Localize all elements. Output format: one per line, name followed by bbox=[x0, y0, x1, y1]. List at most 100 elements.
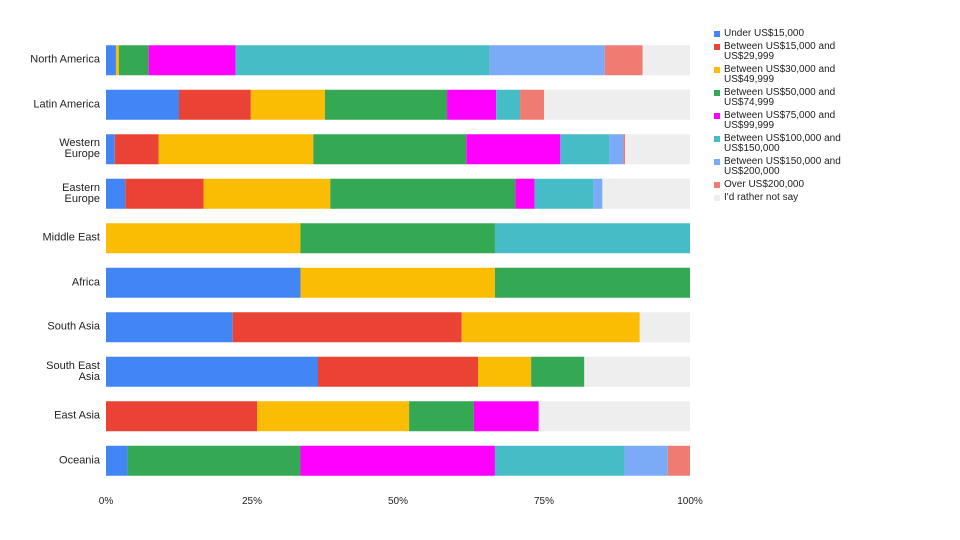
legend-label: Under US$15,000 bbox=[724, 28, 805, 39]
legend-swatch bbox=[714, 44, 720, 50]
bar-segment bbox=[560, 134, 610, 165]
bar-segment bbox=[461, 312, 640, 343]
legend-label: I'd rather not say bbox=[724, 192, 799, 203]
bar-segment bbox=[106, 401, 258, 432]
legend-item: Between US$50,000 and US$74,999 bbox=[714, 88, 844, 108]
bar-segment bbox=[125, 178, 204, 209]
legend-item: Between US$30,000 and US$49,999 bbox=[714, 65, 844, 85]
bar-segment bbox=[466, 134, 561, 165]
legend-item: Under US$15,000 bbox=[714, 29, 844, 39]
bar-segment bbox=[313, 134, 467, 165]
bar-segment bbox=[478, 356, 532, 387]
bar-segment bbox=[667, 445, 690, 476]
bar-segment bbox=[203, 178, 331, 209]
bar-segment bbox=[127, 445, 301, 476]
x-tick-label: 75% bbox=[533, 496, 555, 507]
bar-segment bbox=[496, 89, 521, 120]
legend: Under US$15,000 Between US$15,000 and US$… bbox=[714, 29, 844, 206]
legend-label: Between US$100,000 and US$150,000 bbox=[724, 133, 841, 154]
bar-segment bbox=[409, 401, 474, 432]
legend-item: Over US$200,000 bbox=[714, 180, 844, 190]
bar-segment bbox=[609, 134, 624, 165]
bar-segment bbox=[639, 312, 690, 343]
bar-segment bbox=[106, 356, 318, 387]
legend-item: Between US$15,000 and US$29,999 bbox=[714, 42, 844, 62]
category-label: North America bbox=[30, 53, 100, 66]
bar-segment bbox=[623, 134, 626, 165]
legend-item: Between US$75,000 and US$99,999 bbox=[714, 111, 844, 131]
legend-swatch bbox=[714, 182, 720, 188]
category-label: East Asia bbox=[54, 409, 100, 422]
bar-segment bbox=[584, 356, 690, 387]
bar-segment bbox=[520, 89, 544, 120]
legend-swatch bbox=[714, 113, 720, 119]
bar-segment bbox=[300, 223, 495, 254]
bar-segment bbox=[604, 45, 643, 76]
bar-segment bbox=[257, 401, 410, 432]
legend-label: Between US$50,000 and US$74,999 bbox=[724, 87, 836, 108]
bar-segment bbox=[106, 134, 115, 165]
bar-segment bbox=[473, 401, 539, 432]
bar-segment bbox=[148, 45, 236, 76]
bar-segment bbox=[118, 45, 149, 76]
legend-label: Between US$75,000 and US$99,999 bbox=[724, 110, 836, 131]
bar-segment bbox=[106, 445, 128, 476]
bar-segment bbox=[624, 445, 668, 476]
bar-segment bbox=[115, 45, 119, 76]
category-label: Western Europe bbox=[59, 137, 100, 161]
bar-segment bbox=[250, 89, 325, 120]
category-label: Africa bbox=[71, 276, 100, 289]
bar-segment bbox=[325, 89, 448, 120]
bar-segment bbox=[158, 134, 314, 165]
category-label: Middle East bbox=[42, 231, 100, 244]
bar-segment bbox=[106, 223, 301, 254]
category-label: Latin America bbox=[33, 98, 100, 111]
bar-segment bbox=[232, 312, 462, 343]
legend-swatch bbox=[714, 90, 720, 96]
bar-segment bbox=[114, 134, 159, 165]
x-tick-label: 100% bbox=[677, 496, 703, 507]
bar-segment bbox=[602, 178, 690, 209]
legend-item: I'd rather not say bbox=[714, 193, 844, 203]
bar-segment bbox=[235, 45, 490, 76]
bar-segment bbox=[447, 89, 497, 120]
bar-segment bbox=[515, 178, 535, 209]
x-tick-label: 0% bbox=[98, 496, 114, 507]
bar-segment bbox=[179, 89, 251, 120]
legend-item: Between US$100,000 and US$150,000 bbox=[714, 134, 844, 154]
bar-segment bbox=[106, 178, 126, 209]
bar-segment bbox=[494, 223, 690, 254]
bar-segment bbox=[538, 401, 690, 432]
bar-segment bbox=[489, 45, 605, 76]
legend-swatch bbox=[714, 159, 720, 165]
bar-segment bbox=[330, 178, 516, 209]
legend-label: Between US$150,000 and US$200,000 bbox=[724, 156, 841, 177]
legend-swatch bbox=[714, 195, 720, 201]
legend-swatch bbox=[714, 31, 720, 37]
category-label: South Asia bbox=[47, 320, 100, 333]
bar-segment bbox=[106, 267, 301, 298]
legend-label: Over US$200,000 bbox=[724, 179, 805, 190]
x-tick-label: 50% bbox=[387, 496, 409, 507]
bar-segment bbox=[642, 45, 690, 76]
category-label: Oceania bbox=[59, 454, 100, 467]
bar-segment bbox=[531, 356, 585, 387]
legend-swatch bbox=[714, 136, 720, 142]
category-label: South East Asia bbox=[46, 359, 100, 383]
bar-segment bbox=[593, 178, 603, 209]
bar-segment bbox=[625, 134, 690, 165]
category-label: Eastern Europe bbox=[62, 181, 100, 205]
bar-segment bbox=[300, 267, 495, 298]
legend-item: Between US$150,000 and US$200,000 bbox=[714, 157, 844, 177]
bar-segment bbox=[106, 45, 116, 76]
bar-segment bbox=[106, 89, 179, 120]
bar-segment bbox=[534, 178, 594, 209]
x-tick-label: 25% bbox=[241, 496, 263, 507]
bar-segment bbox=[544, 89, 690, 120]
legend-label: Between US$15,000 and US$29,999 bbox=[724, 41, 836, 62]
bar-segment bbox=[494, 445, 625, 476]
legend-swatch bbox=[714, 67, 720, 73]
bar-segment bbox=[494, 267, 690, 298]
bar-segment bbox=[300, 445, 495, 476]
